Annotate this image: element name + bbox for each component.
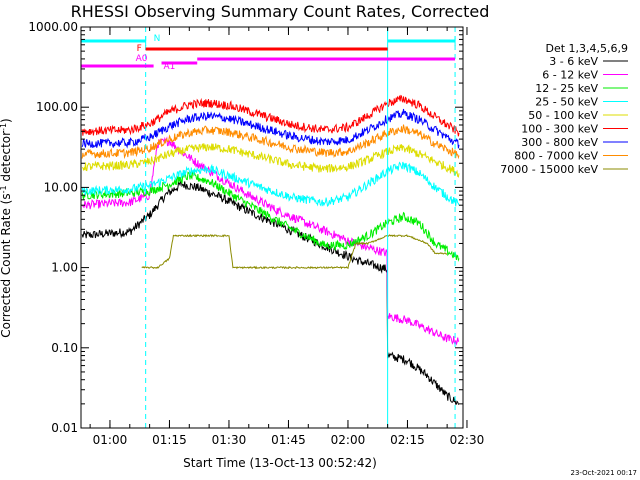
series-line-300-800-kev [81,108,460,149]
legend-label-800-7000-kev: 800 - 7000 keV [514,150,598,163]
legend-label-6-12-kev: 6 - 12 keV [542,69,598,82]
legend-label-100-300-kev: 100 - 300 keV [521,123,598,136]
series-line-6-12-kev [82,136,460,346]
y-tick-label: 10.00 [44,180,78,194]
series-line-50-100-kev [81,143,460,178]
series-line-3-6-kev [81,180,460,405]
x-tick-label: 01:45 [271,433,306,447]
attenuator-label-a1: A1 [164,62,176,72]
x-tick-label: 02:30 [450,433,485,447]
series-line-12-25-kev [81,171,460,262]
series-line-25-50-kev [81,161,460,207]
y-axis-label-end: ) [0,118,13,123]
x-tick-label: 02:15 [390,433,425,447]
x-tick-label: 01:00 [93,433,128,447]
series-line-100-300-kev [81,94,460,137]
y-tick-label: 0.10 [51,341,78,355]
x-tick-label: 01:30 [212,433,247,447]
plot-frame [80,26,464,429]
y-axis-label-mid: detector [0,131,13,186]
y-tick-label: 1000.00 [28,20,78,34]
series-layer [81,94,460,405]
series-line-7000-15000-kev [141,233,448,270]
night-bar-label: N [154,34,161,44]
legend-label-7000-15000-kev: 7000 - 15000 keV [500,163,598,176]
legend-label-3-6-kev: 3 - 6 keV [549,55,598,68]
date-stamp: 23-Oct-2021 00:17 [571,469,637,477]
legend-title: Det 1,3,4,5,6,9 [545,42,628,55]
x-tick-label: 01:15 [152,433,187,447]
series-line-800-7000-kev [81,124,460,160]
y-axis-label-main: Corrected Count Rate (s [0,193,13,337]
tick-layer: 01:00 01:15 01:30 01:45 02:00 02:15 02:30 1000.… [28,20,484,447]
y-axis-label-sup2: -1 [0,123,8,131]
legend-label-50-100-kev: 50 - 100 keV [528,109,598,122]
y-axis-label-sup1: -1 [0,185,8,193]
legend-label-12-25-kev: 12 - 25 keV [535,82,598,95]
attenuator-label-a0: A0 [136,54,148,64]
y-tick-label: 0.01 [51,421,78,435]
y-tick-label: 1.00 [51,261,78,275]
legend-label-300-800-kev: 300 - 800 keV [521,136,598,149]
x-tick-label: 02:00 [331,433,366,447]
legend-label-25-50-kev: 25 - 50 keV [535,96,598,109]
x-axis-label: Start Time (13-Oct-13 00:52:42) [183,456,377,470]
front-segment-label: F [137,44,142,54]
chart-title: RHESSI Observing Summary Count Rates, Co… [71,2,490,21]
y-tick-label: 100.00 [36,100,78,114]
y-axis-label: Corrected Count Rate (s-1 detector-1) [0,118,13,337]
